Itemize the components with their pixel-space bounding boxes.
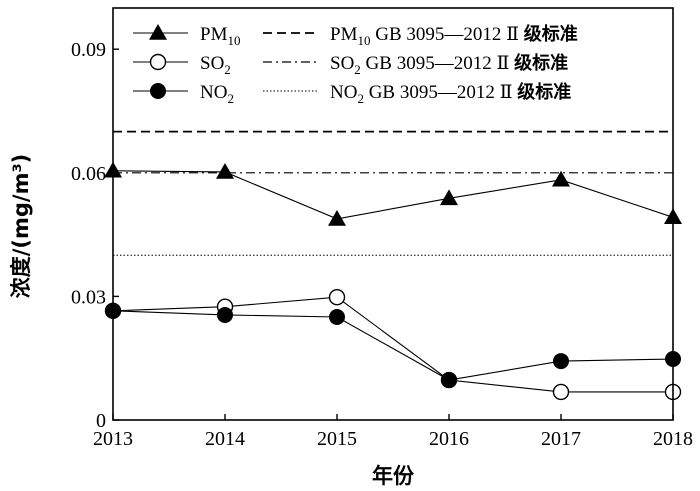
y-axis-label: 浓度/(mg/m³)	[9, 154, 33, 299]
legend-label-pm10: PM10	[200, 24, 240, 48]
x-axis-label: 年份	[372, 464, 415, 488]
x-tick-label-2016: 2016	[429, 428, 469, 450]
legend-marker-pm10	[149, 24, 167, 40]
legend-label-pm10-standard: PM10 GB 3095—2012 Ⅱ 级标准	[330, 23, 578, 48]
point-no2-2017	[553, 353, 569, 370]
x-tick-label-2018: 2018	[653, 428, 693, 450]
y-axis-ticks: 0 0.03 0.06 0.09	[71, 39, 119, 432]
plot-area-frame	[112, 7, 674, 421]
legend-label-so2-standard: SO2 GB 3095—2012 Ⅱ 级标准	[330, 52, 568, 77]
point-so2-2017	[552, 383, 570, 401]
x-tick-label-2017: 2017	[541, 428, 581, 450]
legend: PM10 SO2 NO2 PM10 GB 3095—2012 Ⅱ 级标准 SO2 GB …	[133, 23, 578, 106]
y-tick-label-0: 0	[96, 410, 106, 432]
point-pm10-2016	[440, 189, 458, 206]
y-tick-label-0.03: 0.03	[71, 286, 106, 308]
y-tick-label-0.06: 0.06	[71, 163, 106, 185]
point-so2-2015	[328, 289, 346, 306]
legend-label-no2-standard: NO2 GB 3095—2012 Ⅱ 级标准	[330, 81, 571, 106]
legend-marker-no2	[150, 83, 166, 99]
data-markers	[104, 161, 682, 401]
point-no2-2015	[329, 309, 345, 325]
legend-marker-so2	[149, 53, 167, 71]
x-tick-label-2015: 2015	[317, 428, 357, 450]
series-line-so2	[112, 296, 673, 393]
point-pm10-2014	[216, 162, 234, 179]
legend-label-no2: NO2	[200, 82, 234, 106]
point-no2-2016	[441, 372, 457, 389]
series-lines	[112, 170, 674, 393]
x-tick-label-2013: 2013	[93, 428, 133, 450]
x-axis-ticks: 2013 2014 2015 2016 2017 2018	[93, 414, 693, 450]
point-no2-2014	[217, 306, 233, 323]
point-pm10-2015	[328, 209, 346, 226]
x-tick-label-2014: 2014	[205, 428, 245, 450]
series-line-pm10	[112, 170, 674, 220]
point-pm10-2017	[552, 170, 570, 187]
series-line-no2	[112, 310, 674, 381]
reference-lines	[113, 130, 673, 256]
y-tick-label-0.09: 0.09	[71, 39, 106, 61]
legend-label-so2: SO2	[200, 53, 231, 77]
